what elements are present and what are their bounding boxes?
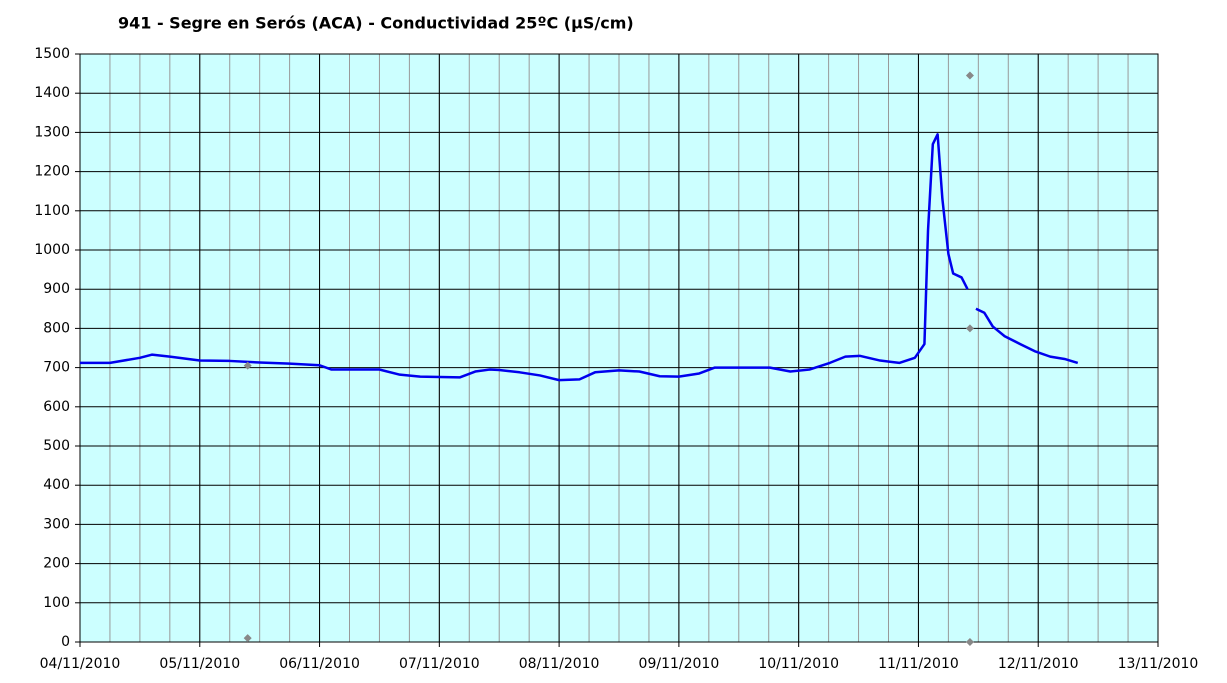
y-tick-label: 100 — [43, 595, 70, 611]
y-tick-label: 800 — [43, 320, 70, 336]
y-tick-label: 0 — [61, 634, 70, 650]
y-tick-label: 300 — [43, 516, 70, 532]
y-tick-label: 1100 — [34, 203, 70, 219]
x-tick-label: 13/11/2010 — [1118, 656, 1199, 672]
x-tick-label: 07/11/2010 — [399, 656, 480, 672]
y-tick-label: 700 — [43, 360, 70, 376]
y-tick-label: 1200 — [34, 164, 70, 180]
chart-title: 941 - Segre en Serós (ACA) - Conductivid… — [118, 14, 634, 33]
line — [80, 133, 1079, 382]
x-tick-label: 09/11/2010 — [639, 656, 720, 672]
y-tick-label: 400 — [43, 477, 70, 493]
y-tick-label: 1400 — [34, 85, 70, 101]
marker — [243, 634, 252, 643]
y-tick-label: 900 — [43, 281, 70, 297]
x-tick-label: 06/11/2010 — [279, 656, 360, 672]
x-tick-label: 12/11/2010 — [998, 656, 1079, 672]
y-tick-label: 600 — [43, 399, 70, 415]
marker — [965, 71, 974, 80]
y-tick-label: 200 — [43, 556, 70, 572]
y-tick-label: 1500 — [34, 46, 70, 62]
x-tick-label: 05/11/2010 — [159, 656, 240, 672]
x-tick-label: 08/11/2010 — [519, 656, 600, 672]
marker — [243, 361, 252, 370]
marker — [965, 324, 974, 333]
marker — [965, 638, 974, 646]
y-tick-label: 500 — [43, 438, 70, 454]
x-tick-label: 04/11/2010 — [40, 656, 121, 672]
y-tick-label: 1000 — [34, 242, 70, 258]
y-tick-label: 1300 — [34, 124, 70, 140]
x-tick-label: 11/11/2010 — [878, 656, 959, 672]
x-tick-label: 10/11/2010 — [758, 656, 839, 672]
